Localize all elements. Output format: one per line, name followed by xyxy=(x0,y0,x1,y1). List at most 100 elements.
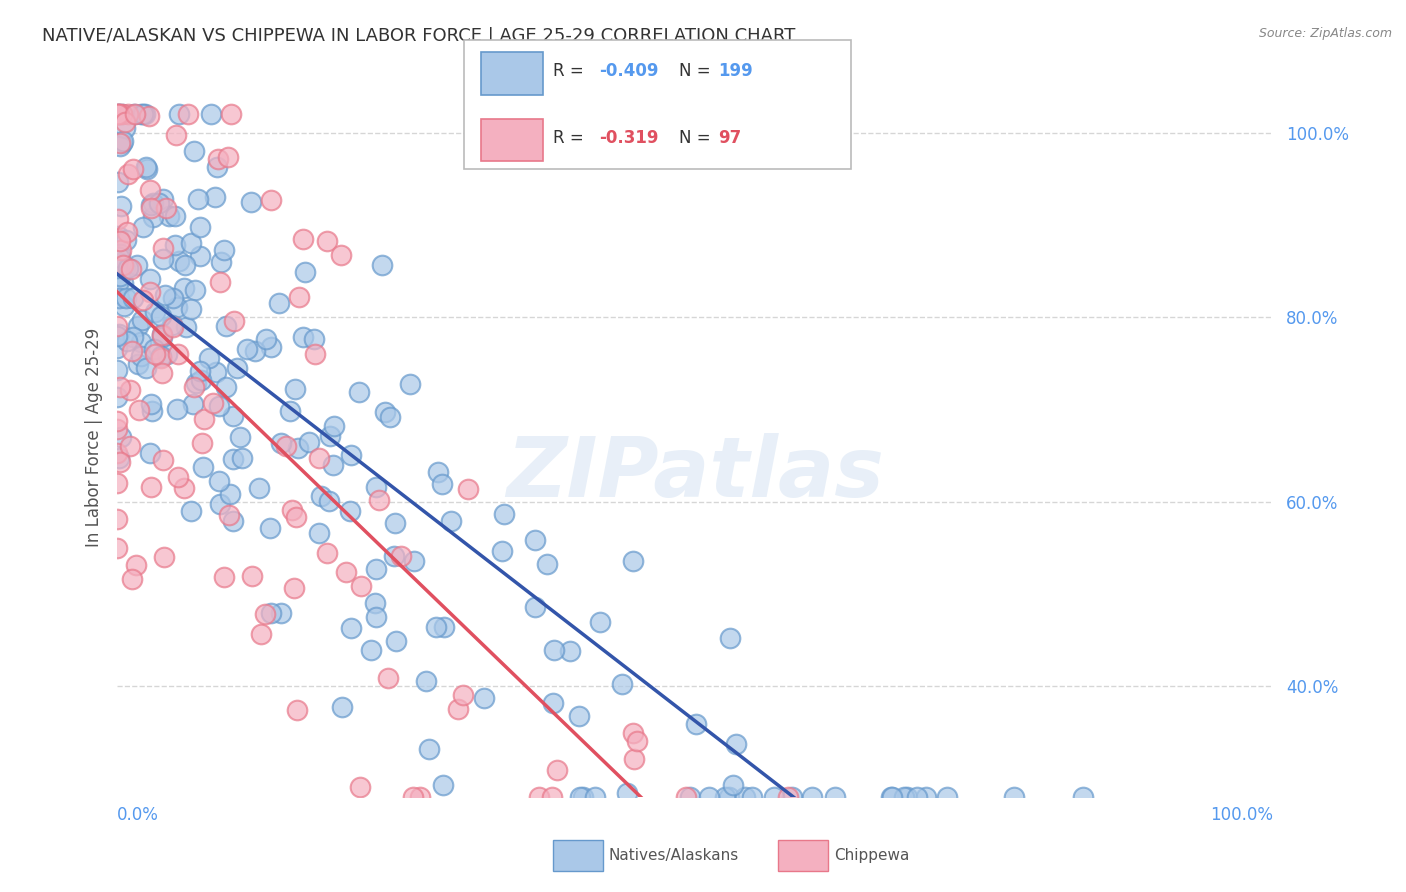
Point xyxy=(134,107,156,121)
Point xyxy=(167,347,190,361)
Point xyxy=(111,136,134,150)
Point xyxy=(713,789,735,804)
Point xyxy=(308,450,330,465)
Point xyxy=(204,190,226,204)
Point xyxy=(143,342,166,356)
Point xyxy=(250,627,273,641)
Point xyxy=(335,565,357,579)
Point xyxy=(218,508,240,523)
Point xyxy=(205,160,228,174)
Point xyxy=(215,380,238,394)
Point xyxy=(339,504,361,518)
Text: -0.319: -0.319 xyxy=(599,129,658,147)
Point xyxy=(308,526,330,541)
Point xyxy=(132,220,155,235)
Point xyxy=(260,340,283,354)
Point xyxy=(209,497,232,511)
Point xyxy=(105,329,128,343)
Point xyxy=(291,330,314,344)
Point xyxy=(110,243,132,257)
Point xyxy=(269,296,291,310)
Text: ZIPatlas: ZIPatlas xyxy=(506,433,884,514)
Point xyxy=(915,789,938,804)
Y-axis label: In Labor Force | Age 25-29: In Labor Force | Age 25-29 xyxy=(86,327,103,547)
Point xyxy=(536,557,558,571)
Point xyxy=(180,504,202,518)
Point xyxy=(114,115,136,129)
Point xyxy=(370,259,392,273)
Point xyxy=(569,789,592,804)
Point xyxy=(623,752,645,766)
Point xyxy=(131,107,153,121)
Point xyxy=(287,290,309,304)
Point xyxy=(697,789,720,804)
Point xyxy=(447,702,470,716)
Point xyxy=(546,763,568,777)
Point xyxy=(568,709,591,723)
Point xyxy=(110,247,132,261)
Point xyxy=(141,404,163,418)
Text: 100.0%: 100.0% xyxy=(1209,805,1272,824)
Point xyxy=(156,347,179,361)
Point xyxy=(162,320,184,334)
Point xyxy=(418,741,440,756)
Point xyxy=(432,477,454,491)
Point xyxy=(283,581,305,595)
Point xyxy=(231,451,253,466)
Point xyxy=(107,107,129,121)
Point xyxy=(270,436,292,450)
Point xyxy=(149,349,172,363)
Point xyxy=(440,514,463,528)
Point xyxy=(166,300,188,314)
Point xyxy=(415,674,437,689)
Point xyxy=(121,343,143,358)
Point xyxy=(152,241,174,255)
Point xyxy=(184,376,207,391)
Point xyxy=(329,248,352,262)
Point xyxy=(139,480,162,494)
Point xyxy=(120,262,142,277)
Point xyxy=(108,138,131,153)
Point xyxy=(433,620,456,634)
Point xyxy=(209,255,232,269)
Text: 199: 199 xyxy=(718,62,754,80)
Point xyxy=(105,390,128,404)
Point xyxy=(228,430,250,444)
Point xyxy=(457,482,479,496)
Point xyxy=(239,194,262,209)
Text: Source: ZipAtlas.com: Source: ZipAtlas.com xyxy=(1258,27,1392,40)
Point xyxy=(180,302,202,317)
Point xyxy=(108,107,131,121)
Point xyxy=(105,342,128,356)
Point xyxy=(105,446,128,460)
Point xyxy=(105,476,128,491)
Point xyxy=(880,789,903,804)
Point xyxy=(183,145,205,159)
Point xyxy=(149,351,172,365)
Point xyxy=(143,347,166,361)
Point xyxy=(127,318,149,333)
Point xyxy=(408,789,430,804)
Text: 0.0%: 0.0% xyxy=(117,805,159,824)
Point xyxy=(152,192,174,206)
Point xyxy=(152,453,174,467)
Point xyxy=(721,778,744,792)
Point xyxy=(152,252,174,267)
Point xyxy=(219,487,242,501)
Point xyxy=(254,607,277,621)
Point xyxy=(105,422,128,436)
Point xyxy=(115,233,138,247)
Point xyxy=(107,512,129,526)
Point xyxy=(139,285,162,299)
Point xyxy=(110,255,132,269)
Point xyxy=(127,258,149,272)
Point xyxy=(725,737,748,751)
Point xyxy=(679,789,702,804)
Point xyxy=(167,107,190,121)
Point xyxy=(163,209,186,223)
Point xyxy=(110,380,132,394)
Point xyxy=(315,546,337,560)
Point xyxy=(105,363,128,377)
Point xyxy=(621,726,644,740)
Point xyxy=(294,265,316,279)
